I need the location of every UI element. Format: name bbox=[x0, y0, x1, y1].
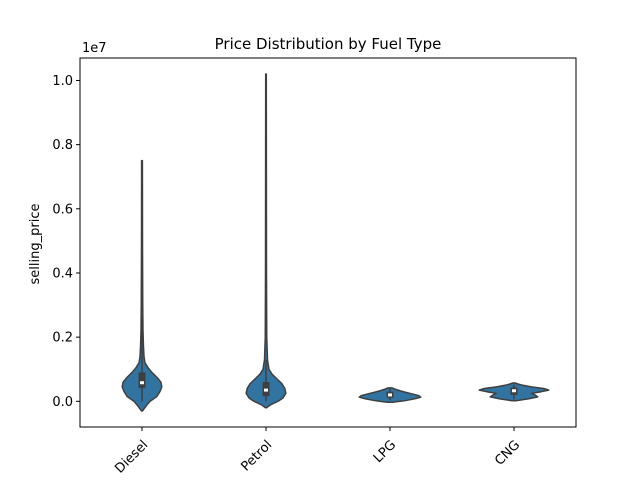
violin-median-marker bbox=[264, 388, 268, 392]
chart-title: Price Distribution by Fuel Type bbox=[215, 35, 442, 53]
violin-median-marker bbox=[512, 389, 516, 393]
y-tick-label: 0.4 bbox=[52, 266, 73, 281]
y-tick-label: 0.8 bbox=[52, 138, 73, 153]
y-axis: 0.0 0.2 0.4 0.6 0.8 1.0 bbox=[52, 74, 80, 410]
violin-median-marker bbox=[140, 381, 144, 385]
plot-frame bbox=[79, 57, 577, 428]
y-tick-label: 1.0 bbox=[52, 74, 73, 89]
violin-median-marker bbox=[388, 393, 392, 397]
y-offset-label: 1e7 bbox=[82, 41, 107, 56]
y-tick-label: 0.6 bbox=[52, 202, 73, 217]
y-tick-label: 0.0 bbox=[52, 395, 73, 410]
violin-body-petrol bbox=[245, 73, 287, 409]
y-axis-label: selling_price bbox=[28, 204, 43, 285]
violins-group bbox=[121, 73, 550, 412]
y-tick-label: 0.2 bbox=[52, 331, 73, 346]
violin-body-diesel bbox=[121, 159, 163, 412]
violin-iqr-box bbox=[138, 372, 146, 388]
